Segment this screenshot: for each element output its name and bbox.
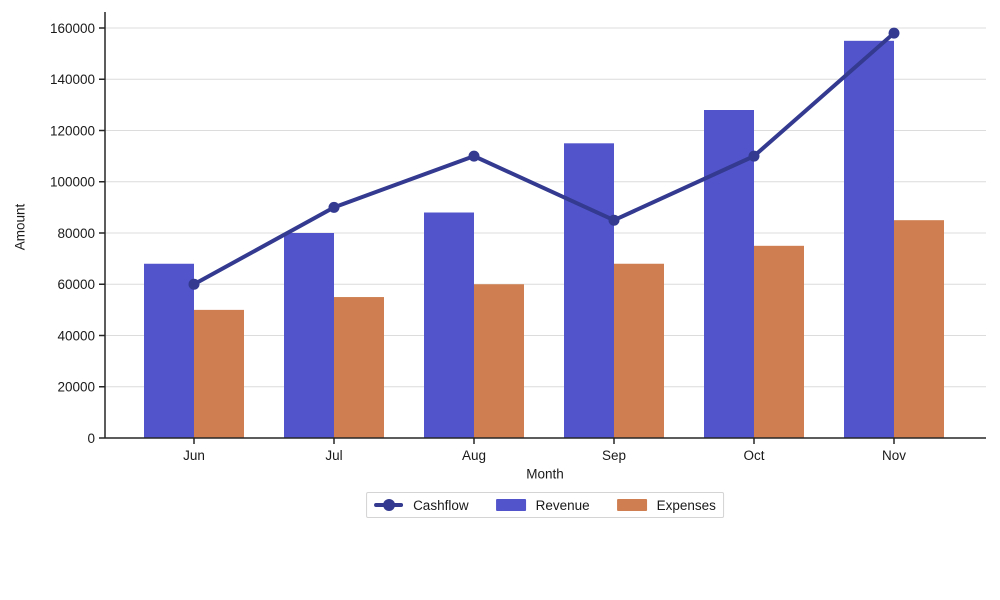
cashflow-marker-jun: [188, 278, 200, 290]
x-tick-label-jun: Jun: [183, 448, 205, 463]
bar-revenue-sep: [564, 143, 614, 438]
y-tick-label: 160000: [50, 21, 95, 36]
bar-expenses-jul: [334, 297, 384, 438]
cashflow-line: [192, 31, 896, 287]
x-axis-title: Month: [526, 466, 564, 482]
x-tick-label-oct: Oct: [743, 448, 764, 463]
bar-expenses-sep: [614, 263, 664, 438]
bar-revenue-jun: [144, 263, 194, 438]
cashflow-marker-jul: [328, 201, 340, 213]
y-tick-label: 60000: [57, 277, 95, 292]
y-axis-title: Amount: [12, 203, 28, 251]
y-tick-label: 20000: [57, 380, 95, 395]
cashflow-marker-oct: [748, 150, 760, 162]
cashflow-marker-nov: [888, 27, 900, 39]
x-tick-label-sep: Sep: [602, 448, 626, 463]
bar-expenses-oct: [754, 245, 804, 438]
bar-revenue-oct: [704, 110, 754, 438]
legend: Cashflow Revenue Expenses: [366, 492, 724, 518]
x-tick-label-nov: Nov: [882, 448, 906, 463]
cashflow-marker-icon: [382, 499, 395, 511]
y-tick-label: 40000: [57, 328, 95, 343]
cashflow-marker-aug: [468, 150, 480, 162]
bar-revenue-jul: [284, 233, 334, 438]
legend-item-cashflow: Cashflow: [374, 498, 469, 513]
legend-label-expenses: Expenses: [656, 497, 716, 513]
expenses-swatch-icon: [616, 499, 647, 511]
bar-revenue-aug: [424, 212, 474, 438]
bar-expenses-aug: [474, 284, 524, 438]
legend-label-cashflow: Cashflow: [413, 497, 469, 513]
bar-expenses-nov: [894, 220, 944, 438]
y-tick-label: 0: [87, 431, 95, 446]
y-tick-label: 80000: [57, 226, 95, 241]
legend-label-revenue: Revenue: [535, 497, 590, 513]
revenue-swatch-icon: [495, 499, 526, 511]
y-tick-label: 140000: [50, 72, 95, 87]
y-tick-label: 100000: [50, 175, 95, 190]
x-tick-label-jul: Jul: [325, 448, 342, 463]
bar-expenses-jun: [194, 309, 244, 438]
y-tick-label: 120000: [50, 123, 95, 138]
legend-item-revenue: Revenue: [495, 497, 590, 513]
cashflow-line-swatch: [374, 499, 404, 511]
legend-item-expenses: Expenses: [616, 497, 716, 513]
x-tick-label-aug: Aug: [462, 448, 486, 463]
cashflow-marker-sep: [608, 214, 620, 226]
bar-revenue-nov: [844, 40, 894, 438]
